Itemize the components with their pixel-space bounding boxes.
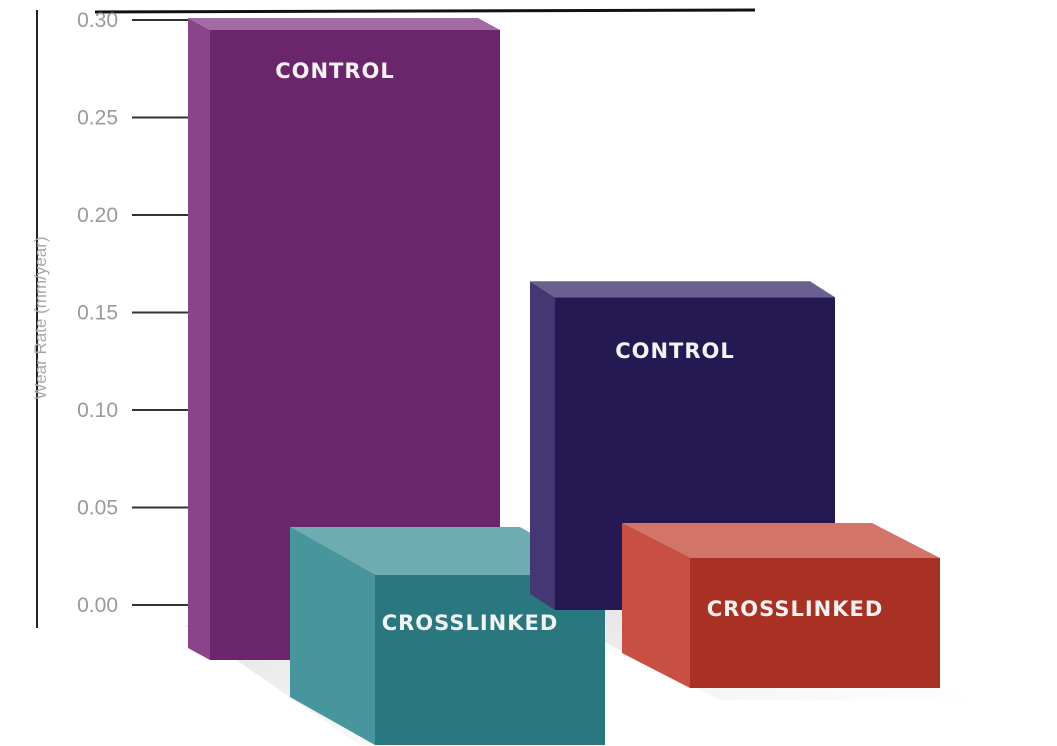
bars: CONTROL CROSSLINKED CONTROL CROSSLINKED — [188, 18, 940, 745]
y-axis-title: Wear Rate (mm/year) — [31, 236, 50, 399]
bar-label: CONTROL — [275, 59, 395, 83]
y-tick-label: 0.10 — [77, 399, 118, 422]
y-tick-label: 0.05 — [77, 497, 118, 520]
top-frame-line — [94, 8, 756, 14]
bar-side-face — [290, 527, 375, 745]
y-tick-label: 0.20 — [77, 204, 118, 227]
bar-top-face — [530, 281, 835, 298]
bar-front-face — [690, 558, 940, 688]
bar-top-face — [622, 523, 940, 558]
bar-label: CROSSLINKED — [707, 597, 884, 621]
y-tick-label: 0.15 — [77, 302, 118, 325]
y-axis-ticks: 0.00 0.05 0.10 0.15 0.20 0.25 0.30 — [77, 9, 188, 617]
bar-2-crosslinked: CROSSLINKED — [622, 523, 940, 688]
bar-side-face — [622, 523, 690, 688]
bar-side-face — [188, 18, 210, 660]
y-tick-label: 0.30 — [77, 9, 118, 32]
y-tick-label: 0.25 — [77, 107, 118, 130]
y-tick-label: 0.00 — [77, 594, 118, 617]
bar-top-face — [188, 18, 500, 30]
bar-label: CROSSLINKED — [382, 611, 559, 635]
bar-side-face — [530, 281, 555, 610]
bar-top-face — [290, 527, 605, 575]
bar-label: CONTROL — [615, 339, 735, 363]
